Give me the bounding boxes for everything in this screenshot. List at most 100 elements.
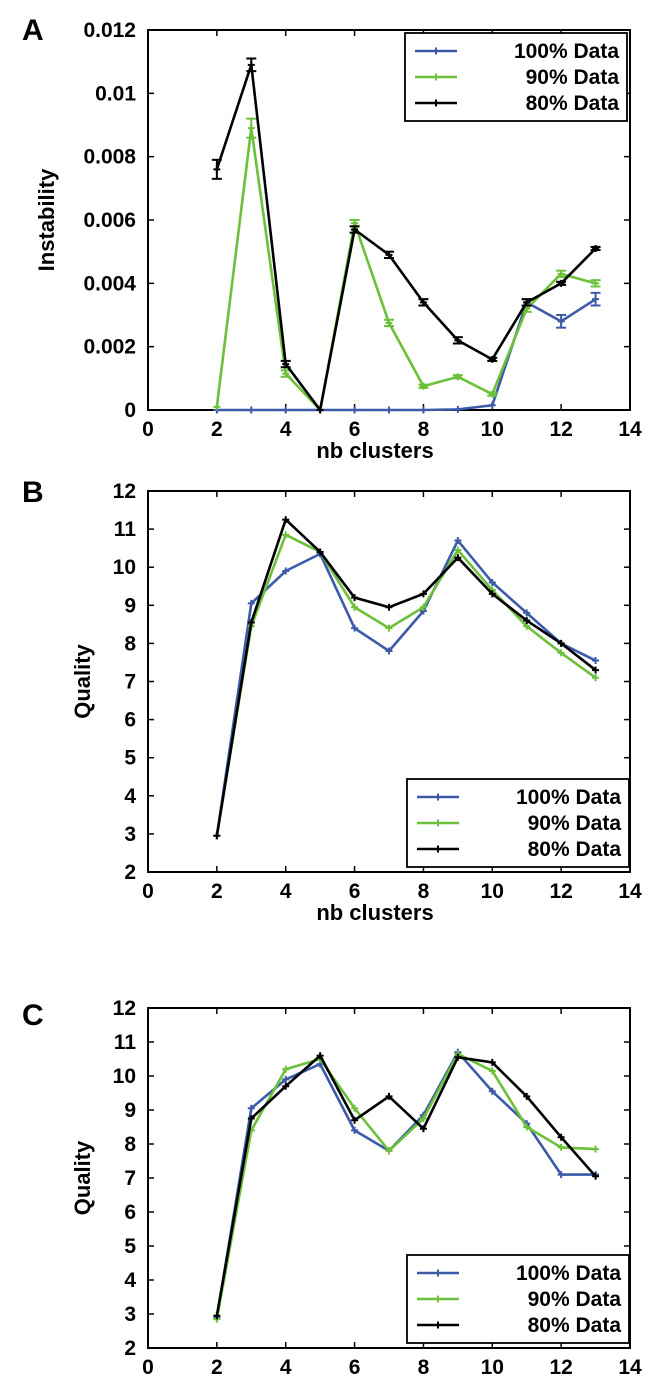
legend: 100% Data 90% Data 80% Data bbox=[406, 778, 630, 868]
legend-marker bbox=[434, 1269, 442, 1277]
legend-marker bbox=[434, 819, 442, 827]
y-tick-label: 9 bbox=[124, 594, 136, 617]
data-point bbox=[592, 1145, 600, 1153]
data-point bbox=[454, 373, 462, 381]
data-point bbox=[213, 832, 221, 840]
data-point bbox=[454, 537, 462, 545]
series-80-data bbox=[213, 1052, 600, 1320]
y-tick-label: 4 bbox=[124, 785, 136, 808]
data-point bbox=[385, 647, 393, 655]
legend-marker bbox=[432, 99, 440, 107]
y-tick-label: 2 bbox=[124, 861, 136, 884]
x-tick-label: 12 bbox=[549, 880, 572, 903]
data-point bbox=[247, 124, 255, 132]
x-tick-label: 8 bbox=[418, 1356, 430, 1379]
x-axis-label: nb clusters bbox=[316, 438, 433, 463]
data-point bbox=[523, 1092, 531, 1100]
data-point bbox=[592, 674, 600, 682]
data-point bbox=[351, 594, 359, 602]
y-tick-label: 0.004 bbox=[83, 272, 136, 295]
x-tick-label: 6 bbox=[349, 880, 361, 903]
y-tick-label: 0.012 bbox=[83, 19, 136, 42]
x-tick-label: 6 bbox=[349, 1356, 361, 1379]
data-point bbox=[282, 1082, 290, 1090]
panel-a: 0 2 4 6 8 10 12 14 0 0.002 0.004 0.006 0.008 0.01 0.01… bbox=[22, 14, 642, 463]
x-axis-label: nb clusters bbox=[316, 1376, 433, 1380]
data-point bbox=[454, 1053, 462, 1061]
y-tick-label: 0.01 bbox=[95, 82, 136, 105]
series-100-data bbox=[213, 291, 601, 414]
data-point bbox=[385, 624, 393, 632]
legend-marker bbox=[434, 1295, 442, 1303]
legend-marker bbox=[434, 1321, 442, 1329]
data-point bbox=[282, 360, 290, 368]
series-line bbox=[215, 63, 597, 412]
data-point bbox=[557, 639, 565, 647]
legend-label: 90% Data bbox=[528, 1288, 622, 1311]
y-axis-label: Instability bbox=[34, 168, 59, 271]
data-point bbox=[385, 1092, 393, 1100]
series-line bbox=[215, 518, 597, 837]
y-tick-label: 0.008 bbox=[83, 146, 136, 169]
data-point bbox=[213, 1312, 221, 1320]
series-line bbox=[216, 298, 597, 412]
y-tick-label: 8 bbox=[124, 632, 136, 655]
legend-marker bbox=[432, 47, 440, 55]
legend-label: 80% Data bbox=[528, 1314, 622, 1337]
data-point bbox=[488, 1058, 496, 1066]
data-point bbox=[316, 406, 324, 414]
y-tick-label: 4 bbox=[124, 1269, 136, 1292]
data-point bbox=[282, 516, 290, 524]
data-point bbox=[454, 546, 462, 554]
series-line bbox=[215, 1054, 597, 1316]
data-point bbox=[247, 61, 255, 69]
data-point bbox=[351, 1116, 359, 1124]
data-point bbox=[247, 406, 255, 414]
y-tick-label: 12 bbox=[113, 997, 136, 1020]
data-point bbox=[592, 1172, 600, 1180]
data-point bbox=[592, 279, 600, 287]
series-80-data bbox=[213, 516, 600, 840]
data-point bbox=[419, 382, 427, 390]
data-point bbox=[557, 1133, 565, 1141]
y-tick-label: 6 bbox=[124, 709, 136, 732]
data-point bbox=[316, 1052, 324, 1060]
y-tick-label: 6 bbox=[124, 1201, 136, 1224]
x-tick-label: 8 bbox=[418, 880, 430, 903]
x-tick-label: 14 bbox=[618, 1356, 642, 1379]
data-point bbox=[557, 649, 565, 657]
data-point bbox=[213, 403, 221, 411]
y-tick-label: 7 bbox=[124, 1167, 136, 1190]
x-tick-label: 14 bbox=[618, 418, 642, 441]
y-tick-label: 0.006 bbox=[83, 209, 136, 232]
y-tick-label: 3 bbox=[124, 1303, 136, 1326]
data-point bbox=[419, 298, 427, 306]
data-point bbox=[213, 165, 221, 173]
data-point bbox=[351, 624, 359, 632]
data-point bbox=[385, 1147, 393, 1155]
data-point bbox=[247, 1115, 255, 1122]
data-point bbox=[247, 618, 255, 626]
data-point bbox=[454, 405, 462, 413]
data-point bbox=[385, 406, 393, 414]
data-point bbox=[351, 226, 359, 233]
data-point bbox=[385, 251, 393, 259]
y-tick-label: 2 bbox=[124, 1337, 136, 1360]
legend-label: 90% Data bbox=[526, 66, 620, 89]
legend-label: 100% Data bbox=[516, 786, 621, 809]
data-point bbox=[557, 1143, 565, 1151]
legend-marker bbox=[434, 793, 442, 801]
x-tick-label: 10 bbox=[481, 1356, 504, 1379]
x-tick-label: 2 bbox=[211, 1356, 223, 1379]
data-point bbox=[351, 1126, 359, 1134]
y-tick-label: 12 bbox=[113, 480, 136, 503]
legend: 100% Data 90% Data 80% Data bbox=[406, 1254, 630, 1344]
x-tick-label: 2 bbox=[211, 418, 223, 441]
data-point bbox=[419, 590, 427, 598]
data-point bbox=[557, 279, 565, 287]
data-point bbox=[316, 548, 324, 556]
data-point bbox=[488, 578, 496, 586]
data-point bbox=[454, 336, 462, 344]
data-point bbox=[557, 270, 565, 278]
data-point bbox=[419, 1125, 427, 1133]
